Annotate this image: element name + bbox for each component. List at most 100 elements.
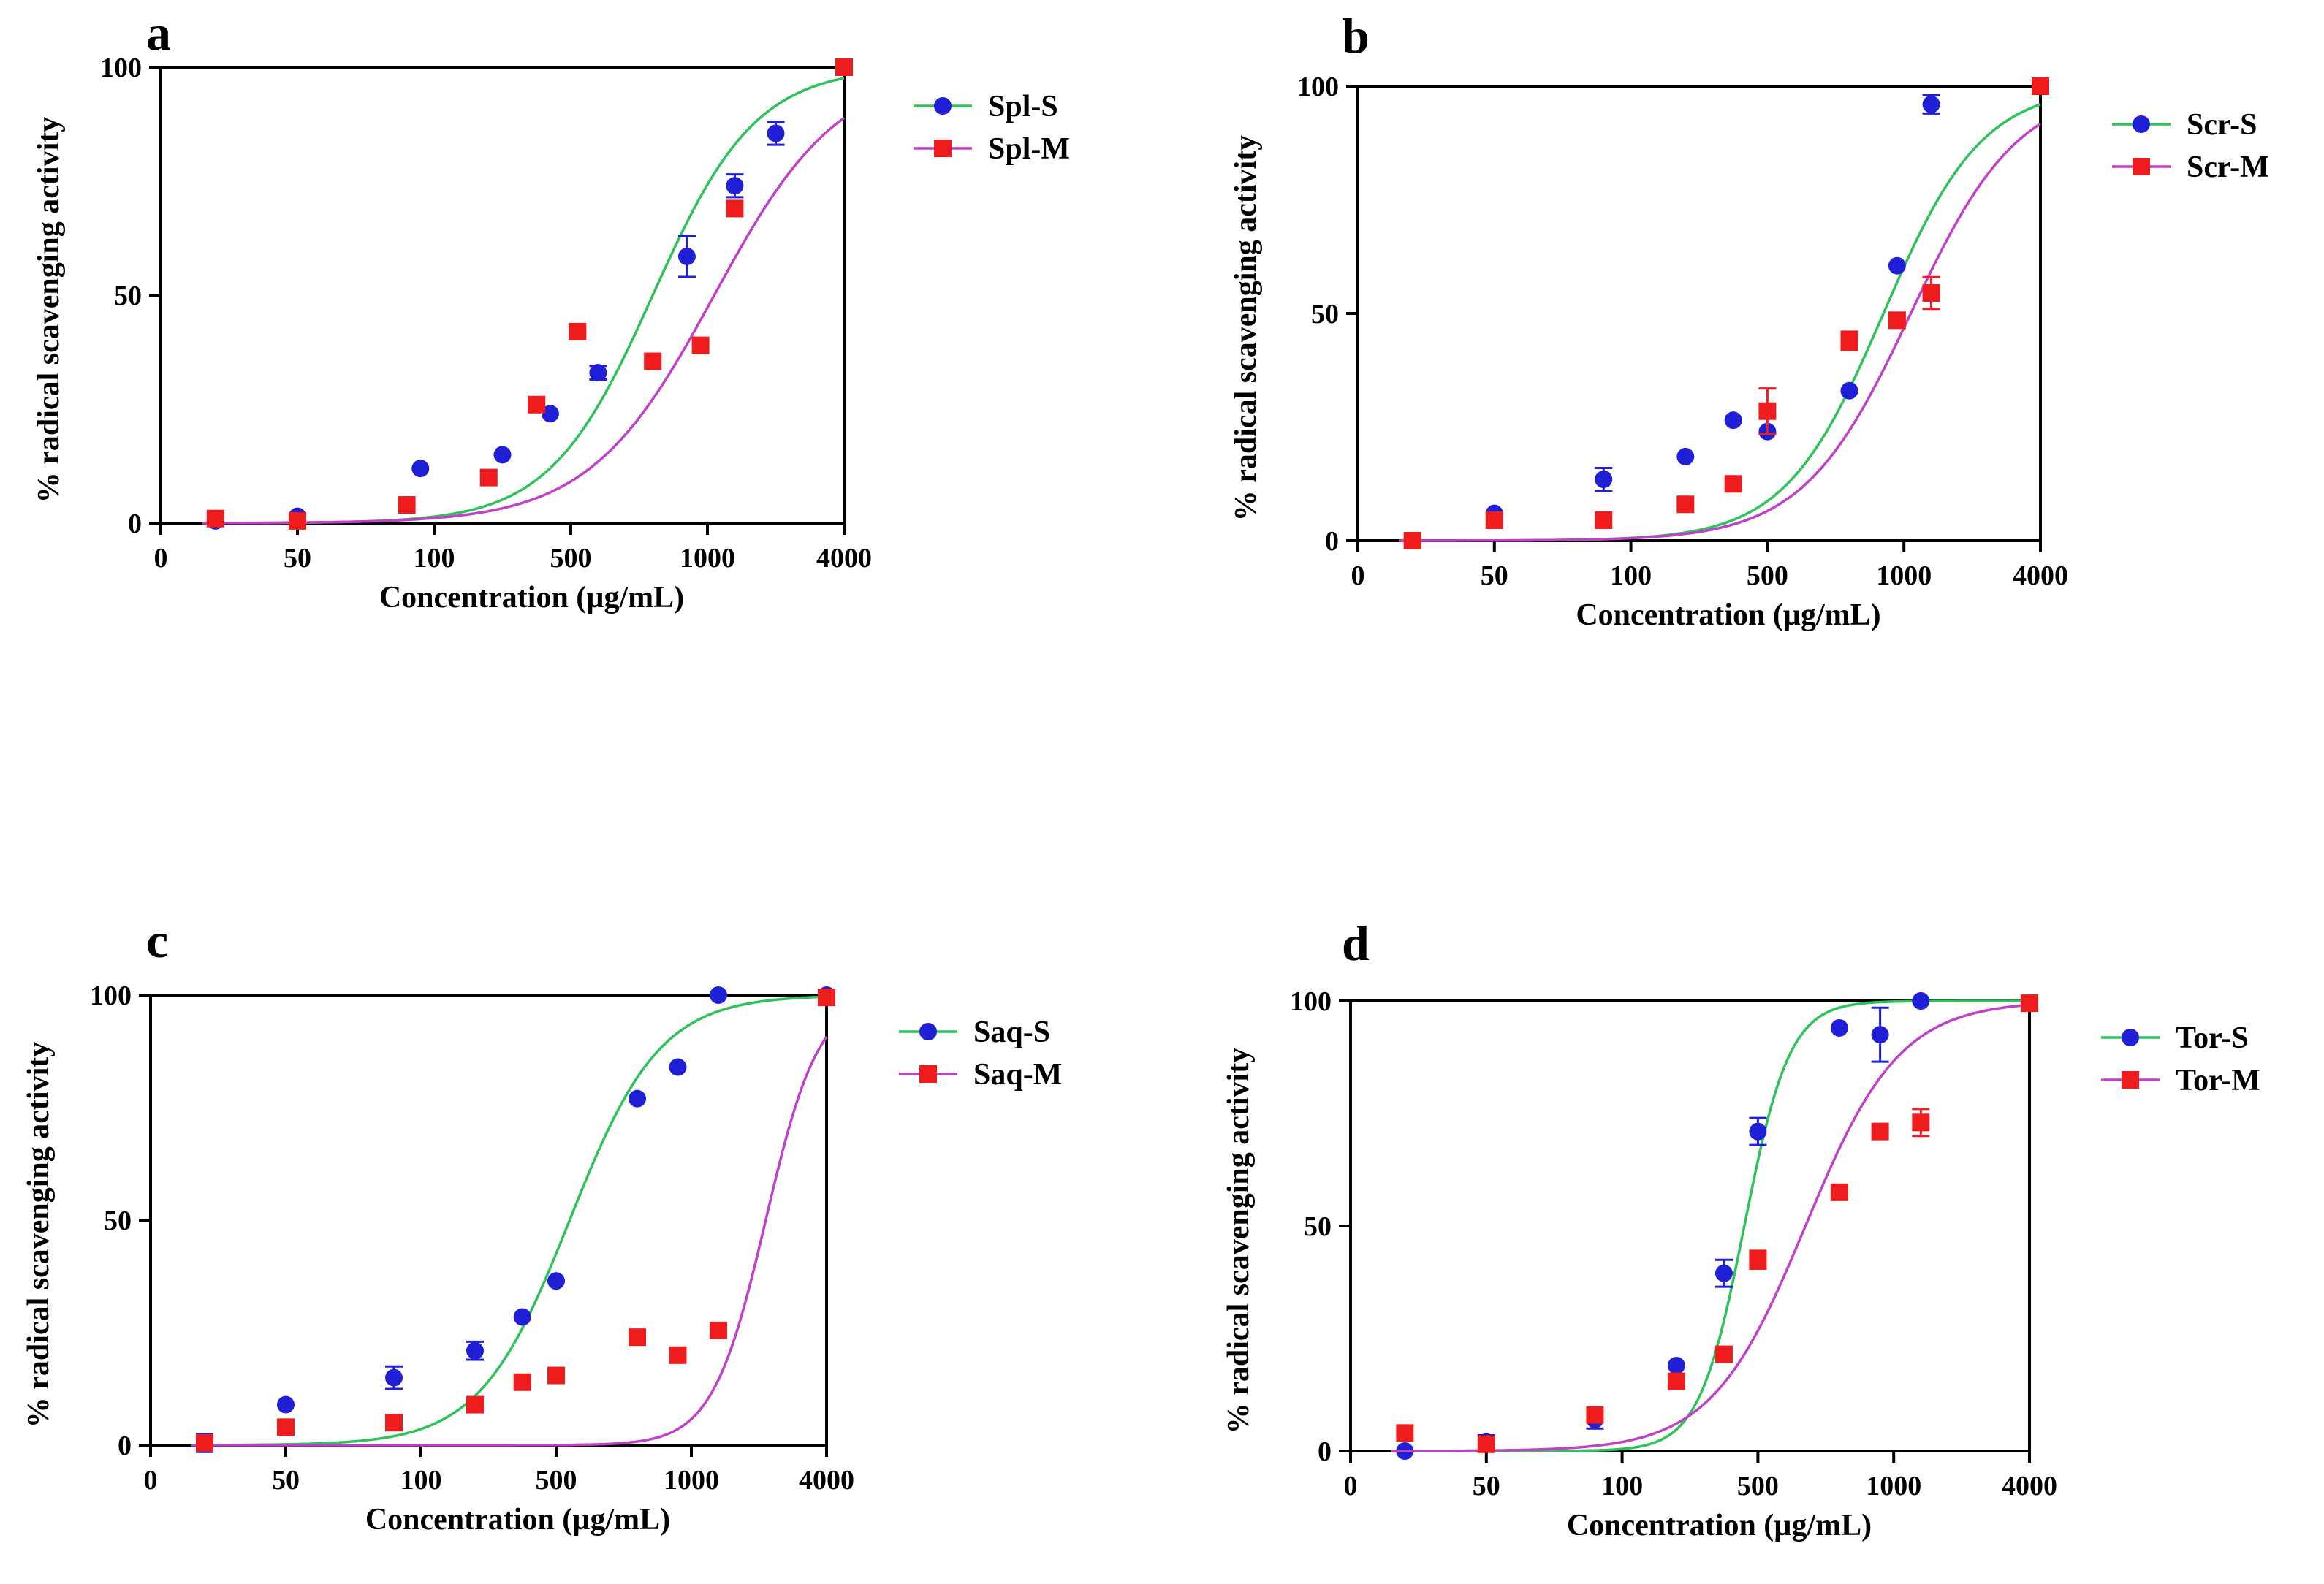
data-point [1485,511,1503,530]
data-point [411,460,430,478]
y-tick-label: 50 [1311,299,1339,330]
legend-marker [934,140,952,157]
x-tick-label: 500 [536,1465,577,1496]
data-point [2021,994,2038,1013]
data-point [1586,1406,1604,1424]
data-point [493,446,512,464]
x-tick-label: 50 [1481,560,1508,591]
series-scr-m [1399,77,2049,549]
fit-curve-spl-s [202,77,845,525]
legend-entry-saq-s: Saq-S [899,1016,1050,1049]
x-tick-label: 100 [400,1465,442,1496]
data-point [1595,511,1613,530]
data-point [1714,1264,1733,1282]
x-tick-label: 1000 [664,1465,719,1496]
data-point [710,986,727,1004]
data-point [589,364,607,382]
series-tor-s [1391,992,2038,1460]
x-tick-label: 500 [550,543,592,574]
fit-curve-saq-s [191,995,827,1447]
x-tick-label: 4000 [2013,560,2068,591]
data-point [289,511,306,530]
data-point [528,395,546,414]
chart-panel-b: b 0 50 100 500 1000 4000 0 50 100 Concentration (µ… [1229,8,2269,632]
y-tick-label: 50 [1304,1211,1332,1242]
plot-frame [1356,85,2042,542]
data-point [1912,992,1930,1010]
y-tick-label: 50 [114,281,142,311]
x-tick-label: 100 [414,543,455,574]
data-point [513,1308,531,1326]
fit-curve-tor-m [1391,1003,2030,1452]
legend-entry-scr-m: Scr-M [2112,151,2269,184]
series-spl-s [202,58,853,530]
x-tick-label: 50 [1473,1471,1500,1501]
data-point [513,1373,531,1391]
data-point [1676,495,1695,514]
data-point [835,58,853,76]
x-tick-label: 4000 [2002,1471,2057,1501]
x-tick-label: 1000 [1866,1471,1921,1501]
x-tick-label: 4000 [799,1465,854,1496]
data-point [629,1328,646,1347]
panel-letter: d [1342,915,1370,971]
data-point [547,1366,565,1385]
legend-marker [2133,115,2150,133]
legend-marker [2122,1029,2139,1046]
legend-entry-spl-m: Spl-M [914,132,1070,166]
panel-letter: c [146,913,168,968]
data-point [2032,77,2049,95]
data-point [644,352,662,370]
legend-entry-tor-s: Tor-S [2101,1021,2249,1055]
data-point [569,322,587,340]
y-tick-label: 0 [1318,1436,1332,1467]
x-tick-label: 100 [1610,560,1652,591]
y-tick-label: 0 [128,509,142,539]
legend-marker [2122,1071,2139,1089]
x-tick-label: 4000 [816,543,872,574]
data-point [691,336,710,354]
data-point [1871,1122,1889,1141]
data-point [1840,381,1858,400]
data-point [710,1321,727,1339]
y-axis-label: % radical scavenging activity [32,117,66,503]
data-point [767,124,785,142]
x-tick-label: 500 [1737,1471,1779,1501]
data-point [1871,1026,1889,1044]
legend-label: Tor-S [2176,1021,2249,1055]
data-point [466,1395,484,1414]
legend-label: Saq-M [973,1058,1062,1092]
data-point [1749,1122,1767,1141]
plot-frame [1349,999,2031,1452]
fit-curve-spl-m [202,117,846,525]
data-point [385,1368,403,1387]
data-point [398,496,416,514]
legend-marker [934,97,952,115]
chart-panel-c: c 0 50 100 500 1000 4000 0 50 100 Concentration (µ… [22,913,1062,1537]
data-point [277,1395,295,1414]
data-point [629,1089,646,1108]
panel-letter: b [1342,8,1370,64]
legend-label: Spl-M [988,132,1070,166]
data-point [1840,332,1858,350]
legend-label: Tor-M [2176,1064,2260,1097]
data-point [818,989,835,1007]
x-tick-label: 1000 [1876,560,1932,591]
data-point [726,199,744,218]
series-saq-s [191,986,835,1453]
legend-label: Scr-S [2187,108,2257,142]
legend-marker [2133,158,2150,175]
x-tick-label: 0 [144,1465,158,1496]
data-point [277,1418,295,1436]
y-tick-label: 100 [1297,72,1339,102]
data-point [1724,411,1742,430]
y-axis-label: % radical scavenging activity [1222,1048,1256,1433]
y-tick-label: 0 [1325,526,1339,557]
data-point [1888,256,1906,275]
fit-curve-saq-m [191,1036,828,1447]
fit-curve-tor-s [1391,999,2029,1452]
data-point [479,468,498,487]
x-tick-label: 50 [284,543,311,574]
y-axis-label: % radical scavenging activity [1229,135,1263,521]
